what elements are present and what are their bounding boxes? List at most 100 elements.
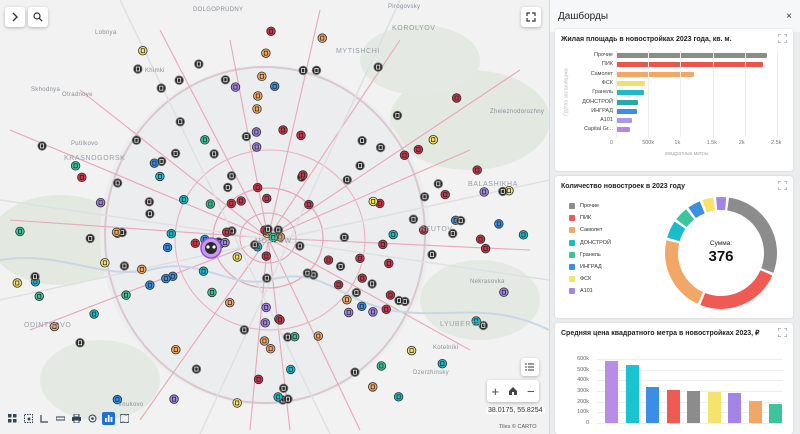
building-marker[interactable]: [278, 125, 288, 135]
building-marker[interactable]: [283, 394, 293, 404]
building-marker[interactable]: [263, 224, 273, 234]
building-marker[interactable]: [433, 179, 444, 189]
building-marker[interactable]: [479, 187, 489, 197]
legend-toggle-button[interactable]: [521, 358, 539, 376]
building-marker[interactable]: [357, 301, 367, 312]
building-marker[interactable]: [252, 104, 262, 114]
print-button[interactable]: [70, 412, 83, 425]
building-marker[interactable]: [162, 242, 173, 253]
building-marker[interactable]: [49, 321, 60, 332]
building-marker[interactable]: [156, 83, 167, 93]
building-marker[interactable]: [355, 161, 365, 171]
building-marker[interactable]: [155, 171, 165, 182]
building-marker[interactable]: [406, 345, 417, 356]
building-marker[interactable]: [112, 178, 123, 188]
legend-item[interactable]: Гранель: [569, 251, 601, 258]
building-marker[interactable]: [339, 232, 350, 242]
price-bar[interactable]: [728, 393, 741, 423]
building-marker[interactable]: [375, 142, 386, 153]
building-marker[interactable]: [179, 195, 189, 205]
expand-icon[interactable]: [778, 328, 787, 337]
building-marker[interactable]: [311, 65, 322, 76]
building-marker[interactable]: [198, 266, 209, 276]
price-bar[interactable]: [748, 400, 762, 423]
zoom-out-button[interactable]: −: [526, 383, 535, 399]
home-icon[interactable]: [508, 386, 518, 396]
map-canvas[interactable]: DOLGOPRUDNY MYTISHCHI KOROLYOV Khimki KRASNO…: [0, 0, 549, 434]
building-marker[interactable]: [498, 186, 508, 197]
building-marker[interactable]: [296, 130, 306, 141]
expand-icon[interactable]: [778, 181, 787, 190]
building-marker[interactable]: [119, 261, 130, 271]
building-marker[interactable]: [418, 225, 429, 235]
building-marker[interactable]: [156, 156, 167, 167]
distance-button[interactable]: [54, 412, 67, 425]
expand-sidebar-button[interactable]: [5, 7, 25, 27]
building-marker[interactable]: [368, 307, 378, 317]
building-marker[interactable]: [313, 331, 323, 341]
building-marker[interactable]: [384, 258, 394, 269]
building-marker[interactable]: [149, 158, 160, 168]
building-marker[interactable]: [499, 287, 509, 297]
area-bar[interactable]: [616, 62, 763, 68]
building-marker[interactable]: [191, 364, 202, 374]
area-bar[interactable]: [616, 90, 645, 96]
building-marker[interactable]: [131, 135, 142, 145]
building-marker[interactable]: [295, 241, 305, 251]
building-marker[interactable]: [220, 237, 230, 248]
building-marker[interactable]: [145, 209, 155, 219]
select-area-button[interactable]: [22, 412, 35, 425]
building-marker[interactable]: [232, 252, 242, 262]
price-bar[interactable]: [625, 365, 639, 423]
building-marker[interactable]: [269, 81, 280, 92]
building-marker[interactable]: [494, 219, 504, 229]
building-marker[interactable]: [144, 197, 155, 207]
building-marker[interactable]: [30, 271, 40, 282]
building-marker[interactable]: [428, 135, 438, 145]
building-marker[interactable]: [262, 193, 272, 204]
building-marker[interactable]: [342, 175, 352, 185]
area-bar[interactable]: [616, 53, 768, 58]
building-marker[interactable]: [236, 196, 246, 206]
building-marker[interactable]: [408, 214, 419, 224]
building-marker[interactable]: [112, 394, 123, 405]
building-marker[interactable]: [145, 280, 155, 290]
building-marker[interactable]: [15, 226, 25, 237]
legend-item[interactable]: Прочие: [569, 203, 599, 209]
building-marker[interactable]: [275, 315, 285, 325]
area-bar[interactable]: [616, 108, 637, 114]
building-marker[interactable]: [253, 374, 264, 385]
building-marker[interactable]: [95, 198, 106, 208]
building-marker[interactable]: [166, 229, 177, 239]
building-marker[interactable]: [190, 238, 200, 249]
building-marker[interactable]: [251, 142, 262, 152]
building-marker[interactable]: [250, 240, 260, 250]
building-marker[interactable]: [37, 141, 47, 151]
building-marker[interactable]: [168, 271, 178, 281]
area-bar[interactable]: [616, 127, 630, 133]
legend-item[interactable]: ПИК: [569, 215, 591, 222]
building-marker[interactable]: [472, 165, 482, 175]
building-marker[interactable]: [34, 291, 44, 302]
legend-item[interactable]: ФСК: [569, 276, 591, 283]
building-marker[interactable]: [170, 148, 181, 159]
building-marker[interactable]: [121, 290, 131, 300]
building-marker[interactable]: [278, 383, 289, 393]
building-marker[interactable]: [317, 33, 327, 43]
donut-slice[interactable]: [676, 209, 695, 228]
building-marker[interactable]: [100, 258, 110, 268]
building-marker[interactable]: [252, 182, 263, 193]
building-marker[interactable]: [455, 215, 466, 226]
building-marker[interactable]: [261, 302, 271, 313]
building-marker[interactable]: [12, 278, 22, 288]
donut-slice[interactable]: [688, 201, 705, 219]
building-marker[interactable]: [262, 273, 272, 283]
building-marker[interactable]: [207, 287, 217, 298]
fullscreen-button[interactable]: [521, 7, 541, 27]
building-marker[interactable]: [239, 325, 250, 335]
building-marker[interactable]: [200, 135, 210, 145]
building-marker[interactable]: [427, 249, 437, 260]
donut-slice[interactable]: [665, 240, 704, 304]
building-marker[interactable]: [137, 264, 147, 275]
price-bar[interactable]: [646, 386, 659, 423]
